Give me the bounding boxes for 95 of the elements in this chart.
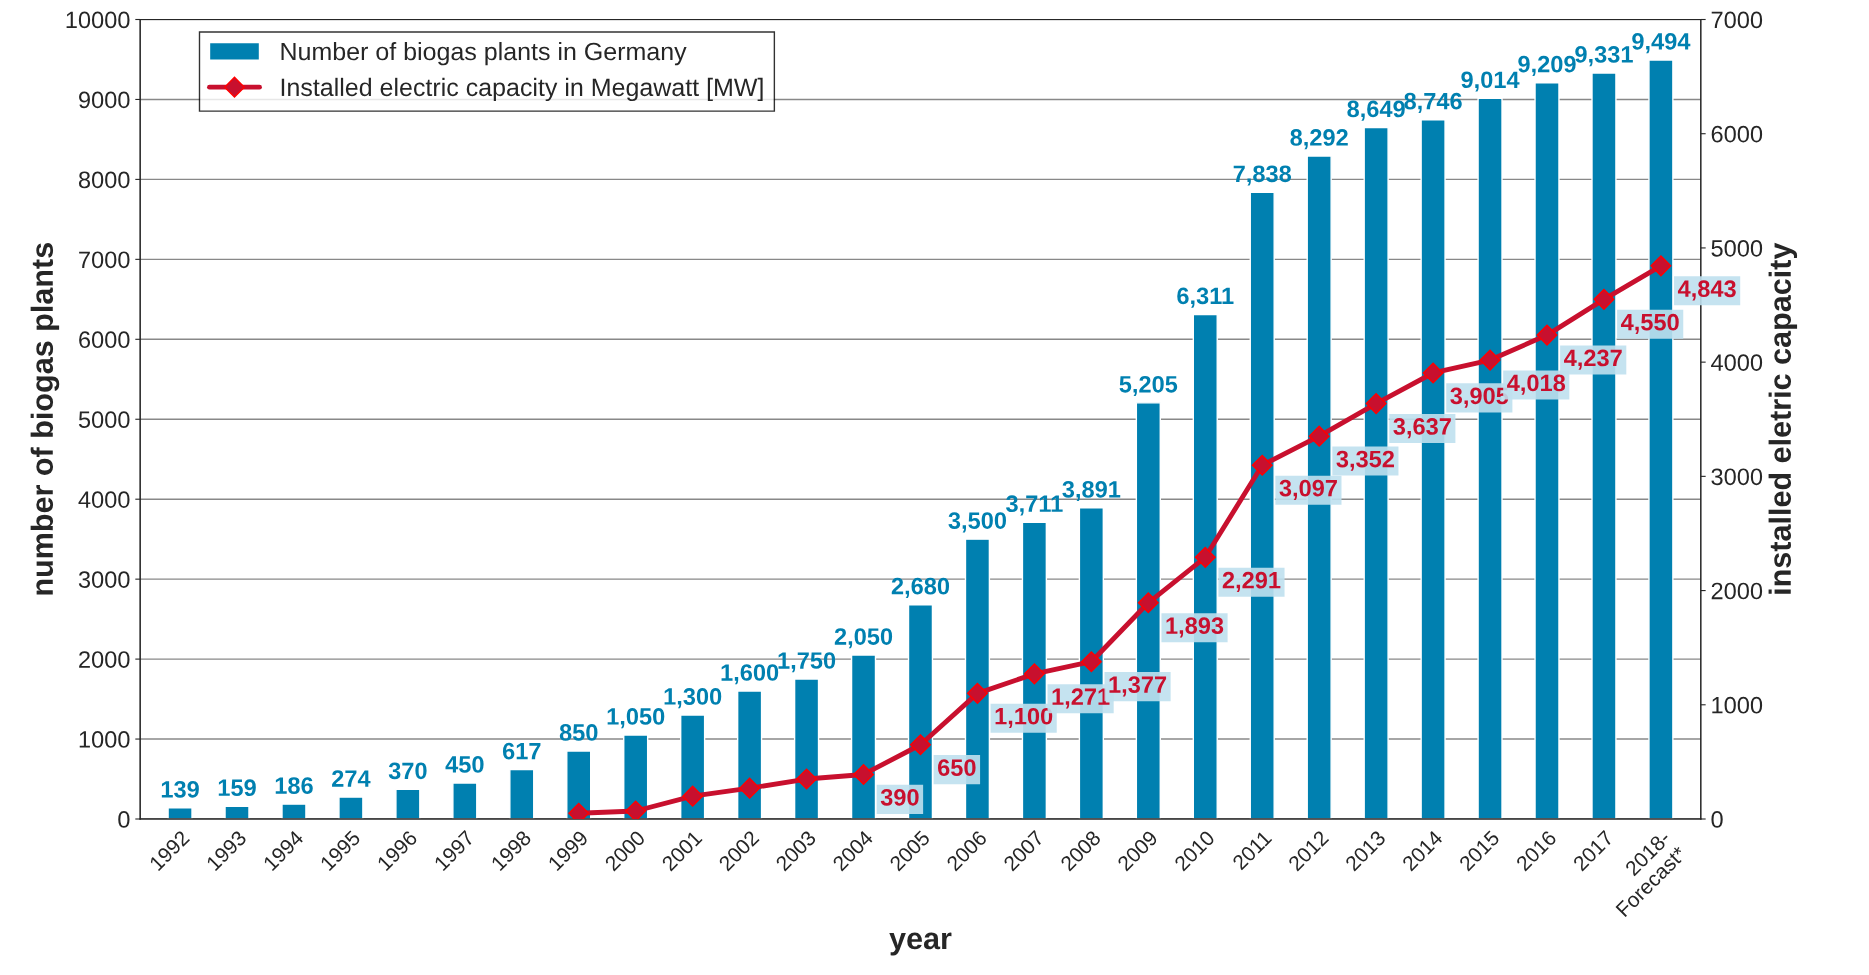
data-label: 1,600	[721, 664, 779, 685]
y-tick-label: 7000	[79, 251, 130, 269]
y-tick-label: 4000	[78, 491, 130, 508]
data-label: 2,291	[1222, 571, 1281, 592]
y2-tick-label: 0	[1711, 811, 1723, 828]
point	[1251, 454, 1273, 476]
point	[1422, 362, 1444, 384]
y-axis-title: number of biogas plants	[30, 243, 60, 595]
data-label: 617	[502, 742, 541, 760]
data-label: 4,550	[1620, 313, 1679, 334]
data-label: 159	[218, 779, 256, 797]
legend-label: Number of biogas plants in Germany	[281, 42, 687, 66]
data-label: 2,680	[891, 577, 950, 598]
data-label: 9,331	[1575, 46, 1633, 67]
data-label: 4,237	[1564, 349, 1622, 370]
data-label: 450	[445, 756, 484, 773]
data-label: 9,014	[1461, 71, 1520, 92]
data-label: 3,891	[1062, 480, 1121, 502]
y-tick-label: 3000	[78, 571, 130, 588]
data-label: 8,292	[1290, 129, 1348, 150]
data-label: 1,300	[664, 688, 722, 709]
data-label: 3,097	[1279, 479, 1337, 500]
bar	[167, 807, 193, 819]
point	[1479, 349, 1501, 371]
point	[1137, 592, 1159, 614]
point	[1308, 425, 1330, 447]
data-label: 4,018	[1507, 374, 1566, 395]
y2-tick-label: 7000	[1711, 11, 1763, 29]
data-label: 274	[332, 770, 371, 787]
data-label: 7,838	[1233, 165, 1292, 186]
y2-tick-label: 4000	[1711, 354, 1763, 371]
data-label: 1,893	[1166, 617, 1224, 638]
data-label: 6,311	[1177, 287, 1234, 308]
data-label: 370	[388, 762, 427, 780]
data-label: 139	[161, 780, 199, 798]
data-label: 390	[880, 788, 919, 806]
data-label: 3,711	[1006, 495, 1063, 516]
data-label: 186	[275, 777, 313, 794]
y-tick-label: 10000	[66, 11, 130, 29]
data-label: 1,050	[607, 708, 665, 729]
data-label: 1,377	[1109, 676, 1167, 697]
y2-tick-label: 6000	[1711, 125, 1763, 143]
y-tick-label: 9000	[79, 91, 130, 109]
bar	[793, 678, 820, 819]
y2-axis-title: installed eletric capacity	[1768, 242, 1798, 594]
bar	[338, 796, 364, 819]
y-tick-label: 2000	[79, 651, 130, 668]
data-label: 850	[559, 724, 598, 741]
point	[1194, 546, 1216, 568]
point	[966, 682, 988, 704]
legend-label: Installed electric capacity in Megawatt [MW]	[281, 77, 763, 102]
bar	[736, 690, 763, 819]
y-tick-label: 0	[118, 811, 130, 828]
data-label: 9,209	[1518, 55, 1576, 76]
data-label: 5,205	[1119, 375, 1178, 397]
y-tick-label: 5000	[78, 411, 130, 429]
data-label: 1,750	[778, 652, 836, 673]
data-label: 3,352	[1336, 450, 1394, 471]
point	[1593, 288, 1615, 310]
y2-tick-label: 3000	[1711, 468, 1763, 486]
data-label: 8,649	[1347, 100, 1405, 121]
y-tick-label: 8000	[78, 171, 130, 189]
data-label: 3,500	[948, 512, 1007, 533]
point	[1080, 651, 1102, 673]
bar	[850, 654, 877, 819]
data-label: 8,746	[1404, 92, 1462, 113]
point	[625, 800, 647, 819]
point	[739, 777, 761, 799]
point	[1650, 255, 1672, 277]
data-label: 9,494	[1632, 33, 1691, 54]
point	[682, 785, 704, 807]
data-label: 4,843	[1677, 280, 1736, 301]
bar	[281, 803, 307, 819]
point	[909, 734, 931, 756]
point	[1365, 393, 1387, 415]
data-label: 2,050	[834, 628, 893, 649]
y2-tick-label: 1000	[1712, 696, 1763, 714]
bar	[509, 768, 535, 819]
bar	[395, 788, 421, 819]
data-label: 3,905	[1450, 387, 1509, 408]
bar	[224, 805, 250, 819]
point	[796, 768, 818, 790]
data-label: 1,271	[1052, 688, 1110, 709]
point	[1023, 663, 1045, 685]
data-label: 650	[938, 759, 976, 776]
data-label: 3,637	[1393, 418, 1451, 439]
point	[853, 763, 875, 785]
y2-tick-label: 2000	[1711, 582, 1763, 600]
y-tick-label: 1000	[79, 731, 130, 748]
bar	[452, 782, 478, 819]
y2-tick-label: 5000	[1711, 240, 1763, 257]
y-tick-label: 6000	[79, 331, 130, 349]
point	[1536, 324, 1558, 346]
x-axis-title: year	[889, 932, 952, 956]
data-label: 1,100	[995, 707, 1053, 729]
